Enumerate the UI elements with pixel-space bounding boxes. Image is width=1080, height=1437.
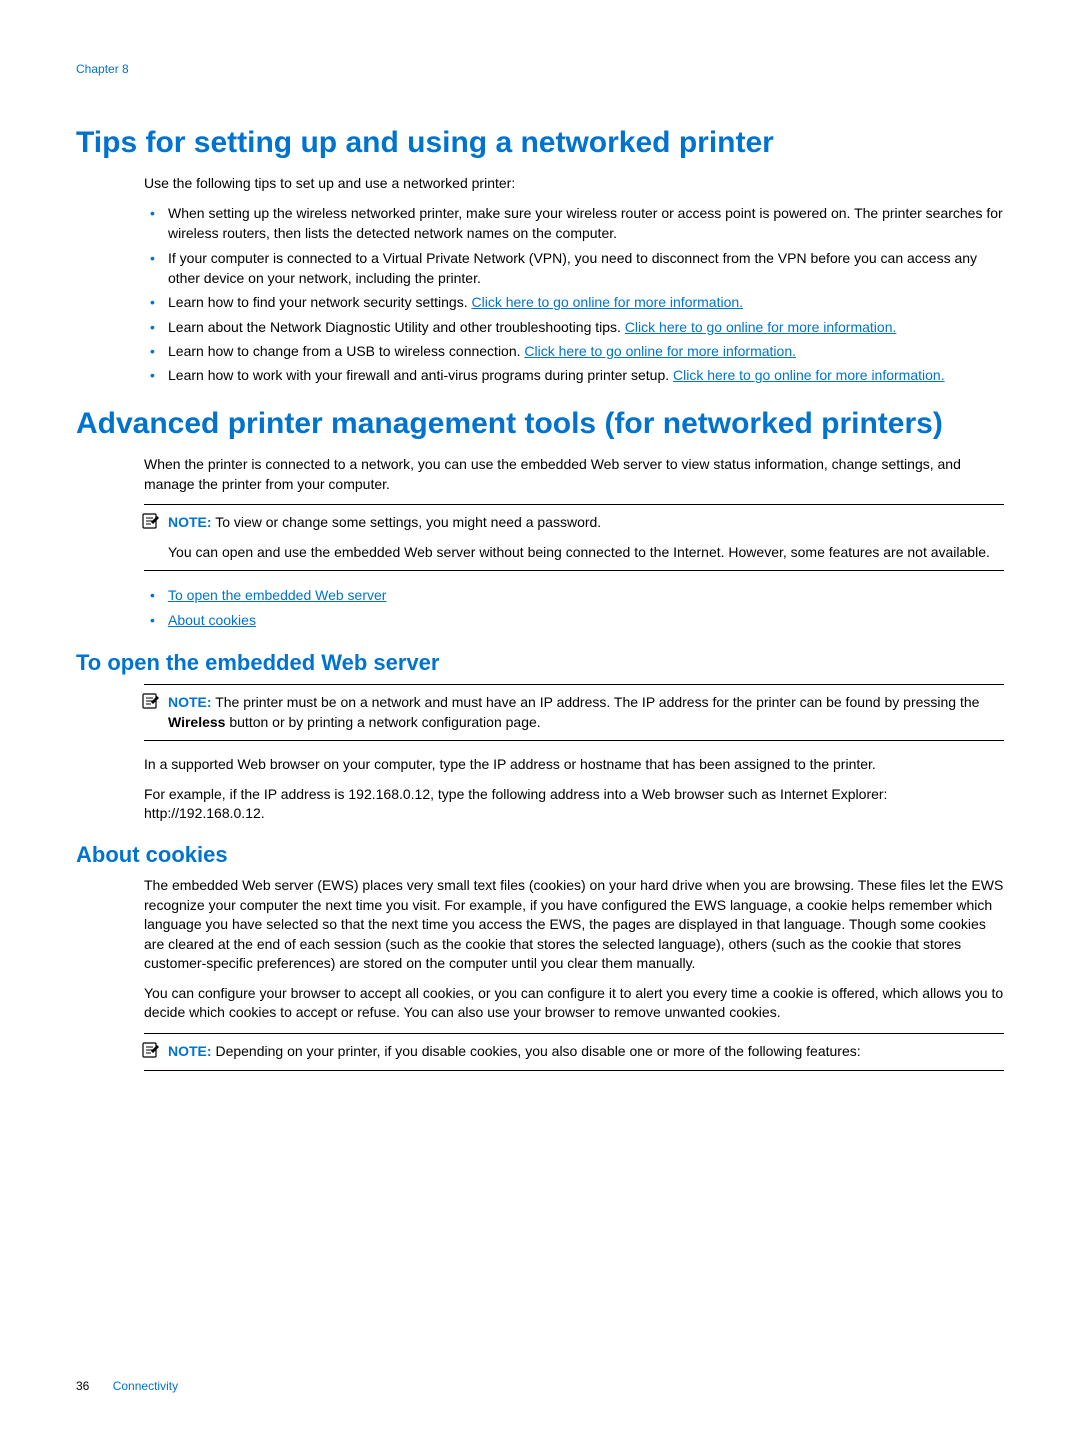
note-label: NOTE: — [168, 694, 212, 710]
bullet-text: When setting up the wireless networked p… — [168, 205, 1003, 241]
note-icon — [142, 1042, 160, 1063]
advanced-intro: When the printer is connected to a netwo… — [144, 455, 1004, 494]
cookies-para1: The embedded Web server (EWS) places ver… — [144, 876, 1004, 974]
note-continued: You can open and use the embedded Web se… — [168, 543, 1004, 563]
ews-para1: In a supported Web browser on your compu… — [144, 755, 1004, 775]
footer-section-name: Connectivity — [113, 1379, 178, 1393]
tips-bullet-list: When setting up the wireless networked p… — [144, 203, 1004, 385]
note-icon — [142, 513, 160, 534]
list-item: Learn how to work with your firewall and… — [144, 365, 1004, 385]
note-text: To view or change some settings, you mig… — [215, 514, 601, 530]
bullet-text: Learn how to find your network security … — [168, 294, 471, 310]
note-text-bold: Wireless — [168, 714, 225, 730]
chapter-header: Chapter 8 — [76, 62, 1004, 76]
toc-link-ews[interactable]: To open the embedded Web server — [168, 587, 386, 603]
list-item: Learn how to find your network security … — [144, 292, 1004, 312]
more-info-link[interactable]: Click here to go online for more informa… — [471, 294, 743, 310]
note-box-advanced: NOTE: To view or change some settings, y… — [144, 504, 1004, 571]
more-info-link[interactable]: Click here to go online for more informa… — [524, 343, 796, 359]
heading-open-ews: To open the embedded Web server — [76, 650, 1004, 676]
page-footer: 36 Connectivity — [76, 1379, 178, 1393]
note-text-post: button or by printing a network configur… — [225, 714, 540, 730]
page-number: 36 — [76, 1379, 89, 1393]
note-text-pre: The printer must be on a network and mus… — [215, 694, 979, 710]
note-box-cookies: NOTE: Depending on your printer, if you … — [144, 1033, 1004, 1071]
heading-advanced: Advanced printer management tools (for n… — [76, 405, 1004, 443]
bullet-text: If your computer is connected to a Virtu… — [168, 250, 977, 286]
list-item: Learn how to change from a USB to wirele… — [144, 341, 1004, 361]
heading-tips: Tips for setting up and using a networke… — [76, 124, 1004, 162]
tips-intro: Use the following tips to set up and use… — [144, 174, 1004, 194]
note-icon — [142, 693, 160, 714]
list-item: About cookies — [144, 610, 1004, 630]
more-info-link[interactable]: Click here to go online for more informa… — [625, 319, 897, 335]
list-item: When setting up the wireless networked p… — [144, 203, 1004, 244]
more-info-link[interactable]: Click here to go online for more informa… — [673, 367, 945, 383]
bullet-text: Learn how to work with your firewall and… — [168, 367, 673, 383]
ews-para2: For example, if the IP address is 192.16… — [144, 785, 1004, 824]
heading-cookies: About cookies — [76, 842, 1004, 868]
list-item: To open the embedded Web server — [144, 585, 1004, 605]
advanced-toc-list: To open the embedded Web server About co… — [144, 585, 1004, 630]
bullet-text: Learn about the Network Diagnostic Utili… — [168, 319, 625, 335]
bullet-text: Learn how to change from a USB to wirele… — [168, 343, 524, 359]
list-item: Learn about the Network Diagnostic Utili… — [144, 317, 1004, 337]
cookies-para2: You can configure your browser to accept… — [144, 984, 1004, 1023]
note-label: NOTE: — [168, 514, 212, 530]
list-item: If your computer is connected to a Virtu… — [144, 248, 1004, 289]
note-label: NOTE: — [168, 1043, 212, 1059]
note-text: Depending on your printer, if you disabl… — [215, 1043, 860, 1059]
toc-link-cookies[interactable]: About cookies — [168, 612, 256, 628]
note-box-ews: NOTE: The printer must be on a network a… — [144, 684, 1004, 741]
